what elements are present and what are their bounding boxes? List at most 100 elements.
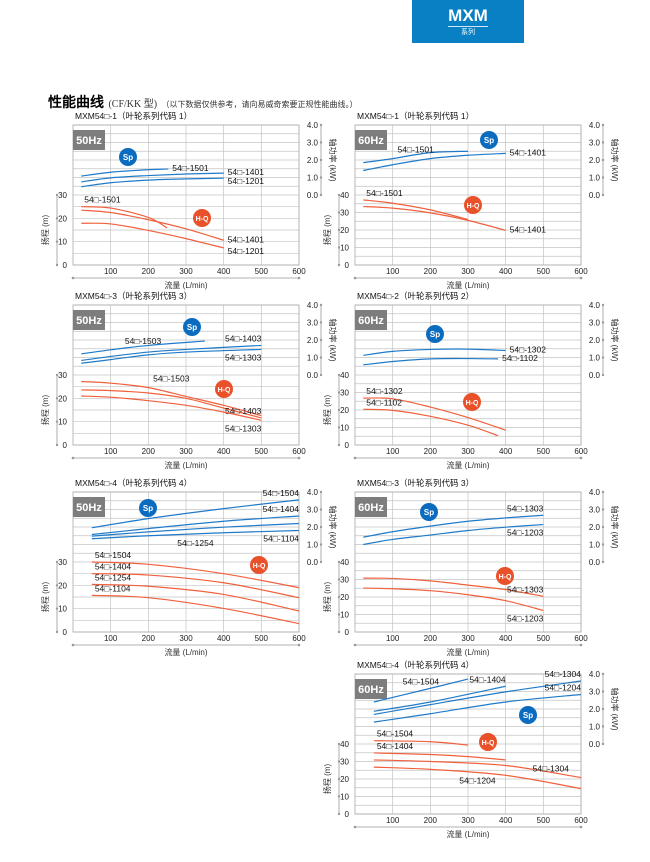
- head-series-label: 54□-1501: [84, 195, 121, 205]
- power-series-label: 54□-1254: [177, 538, 214, 548]
- head-series-label: 54□-1204: [459, 775, 496, 785]
- head-series-label: 54□-1303: [507, 584, 544, 594]
- axis-dot: [601, 176, 605, 179]
- power-series-label: 54□-1501: [397, 145, 434, 155]
- power-tick-label: 3.0: [589, 139, 601, 148]
- power-tick-label: 1.0: [589, 354, 601, 363]
- power-curve-541504: [373, 678, 469, 703]
- power-tick-label: 3.0: [307, 319, 319, 328]
- axis-dot: [337, 263, 341, 267]
- frequency-label: 50Hz: [76, 502, 102, 514]
- head-axis-label: 扬程 (m): [322, 215, 332, 246]
- power-tick-label: 3.0: [589, 319, 601, 328]
- power-tick-label: 2.0: [307, 523, 319, 532]
- axis-dot: [337, 560, 341, 564]
- axis-dot: [337, 595, 341, 599]
- plot-frame: [354, 304, 582, 446]
- x-tick-label: 100: [386, 816, 400, 825]
- axis-dot: [337, 742, 341, 746]
- head-curve-541501: [81, 206, 168, 229]
- head-series-label: 54□-1401: [510, 224, 547, 234]
- sp-marker-label: Sp: [424, 508, 434, 517]
- power-tick-label: 1.0: [589, 541, 601, 550]
- axis-dot: [297, 456, 301, 460]
- axis-dot: [579, 825, 583, 829]
- power-tick-label: 4.0: [589, 301, 601, 310]
- power-tick-label: 2.0: [589, 523, 601, 532]
- x-tick-label: 600: [574, 267, 588, 276]
- power-curve-541403: [81, 344, 262, 362]
- hq-marker-label: H-Q: [466, 400, 479, 407]
- axis-dot: [601, 525, 605, 529]
- power-series-label: 54□-1504: [403, 677, 440, 687]
- power-tick-label: 0.0: [589, 371, 601, 380]
- sp-marker: [183, 318, 201, 336]
- power-series-label: 54□-1501: [172, 163, 209, 173]
- head-tick-label: 20: [58, 394, 67, 403]
- plot-frame: [72, 124, 300, 266]
- power-tick-label: 1.0: [307, 174, 319, 183]
- axis-dot: [579, 643, 583, 647]
- axis-dot: [337, 408, 341, 412]
- x-tick-label: 100: [104, 634, 118, 643]
- power-series-label: 54□-1204: [545, 682, 582, 692]
- power-tick-label: 3.0: [589, 506, 601, 515]
- axis-dot: [319, 525, 323, 529]
- power-curve-541401: [363, 152, 506, 172]
- x-axis-label: 流量 (L/min): [164, 647, 207, 657]
- x-axis-label: 流量 (L/min): [164, 460, 207, 470]
- axis-dot: [71, 456, 75, 460]
- head-series-label: 54□-1201: [228, 246, 265, 256]
- head-tick-label: 20: [340, 226, 349, 235]
- head-tick-label: 20: [58, 214, 67, 223]
- head-series-label: 54□-1504: [377, 729, 414, 739]
- x-axis-label: 流量 (L/min): [446, 647, 489, 657]
- power-tick-label: 4.0: [307, 301, 319, 310]
- axis-dot: [55, 584, 59, 587]
- head-axis-label: 扬程 (m): [322, 395, 332, 426]
- frequency-label: 50Hz: [76, 135, 102, 147]
- x-tick-label: 100: [104, 447, 118, 456]
- power-axis-label: 轴功率 (kW): [610, 318, 620, 361]
- power-tick-label: 0.0: [589, 191, 601, 200]
- power-series-label: 54□-1403: [225, 333, 262, 343]
- axis-dot: [55, 420, 59, 423]
- sp-marker-label: Sp: [187, 323, 197, 332]
- axis-dot: [337, 795, 341, 798]
- power-curve-541304: [373, 680, 582, 716]
- chart-4: MXM54□-2（叶轮系列代码 2） 60Hz 4.0 3.0 2.0 1.0 0.0 轴功率…: [322, 291, 620, 470]
- x-tick-label: 300: [179, 634, 193, 643]
- hq-marker: [479, 733, 497, 751]
- head-curve-541304: [373, 759, 582, 779]
- axis-dot: [579, 456, 583, 460]
- head-series-label: 54□-1504: [95, 550, 132, 560]
- head-series-label: 54□-1404: [377, 741, 414, 751]
- head-series-label: 54□-1102: [366, 397, 402, 407]
- frequency-badge: [355, 130, 387, 150]
- head-tick-label: 10: [340, 424, 349, 433]
- x-tick-label: 500: [255, 447, 269, 456]
- x-tick-label: 100: [386, 634, 400, 643]
- power-tick-label: 2.0: [307, 156, 319, 165]
- power-series-label: 54□-1102: [502, 353, 538, 363]
- x-tick-label: 600: [574, 447, 588, 456]
- head-axis-label: 扬程 (m): [322, 582, 332, 613]
- head-curve-541254: [91, 583, 300, 612]
- axis-dot: [337, 777, 341, 781]
- axis-dot: [337, 193, 341, 197]
- head-curve-541504: [373, 740, 469, 746]
- power-tick-label: 1.0: [307, 354, 319, 363]
- head-curve-541404: [91, 573, 300, 599]
- power-axis-label: 轴功率 (kW): [328, 505, 338, 548]
- chart-6: MXM54□-3（叶轮系列代码 3） 60Hz 4.0 3.0 2.0 1.0 0.0 轴功率…: [322, 478, 620, 657]
- power-tick-label: 1.0: [589, 174, 601, 183]
- power-tick-label: 4.0: [589, 488, 601, 497]
- chart-title: MXM54□-1（叶轮系列代码 1）: [75, 111, 192, 121]
- axis-dot: [337, 211, 341, 214]
- axis-dot: [353, 456, 357, 460]
- axis-dot: [319, 176, 323, 179]
- head-axis-label: 扬程 (m): [40, 582, 50, 613]
- axis-dot: [353, 276, 357, 280]
- x-tick-label: 500: [537, 634, 551, 643]
- head-curve-541201: [81, 222, 224, 249]
